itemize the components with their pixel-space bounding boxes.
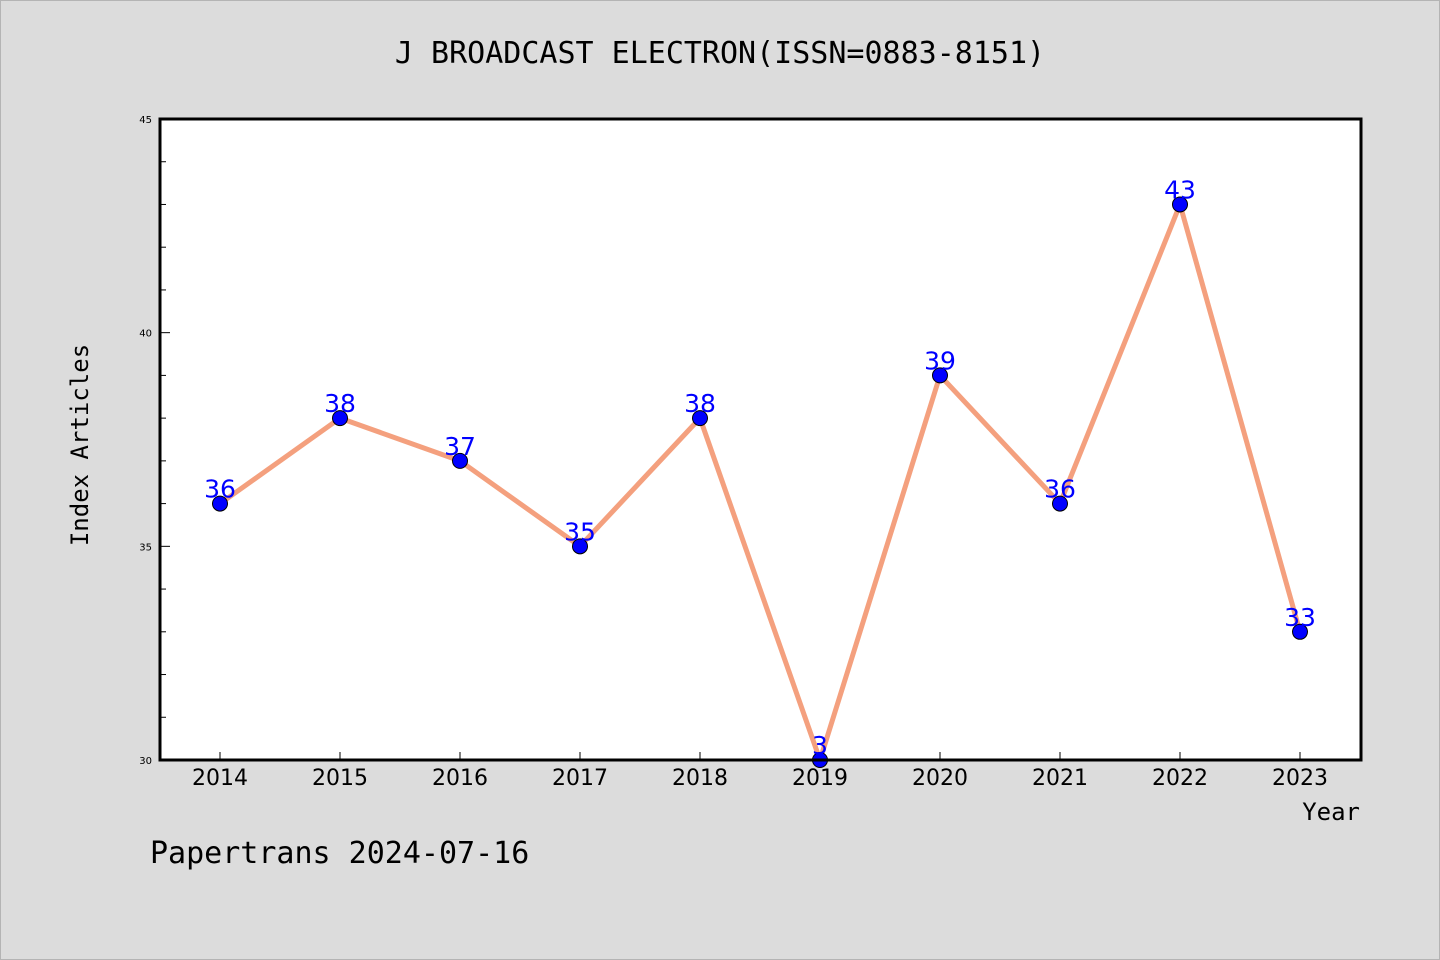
x-tick-label: 2018 <box>672 766 728 791</box>
data-label: 38 <box>684 389 716 418</box>
data-point <box>1052 495 1068 512</box>
data-point <box>452 452 468 469</box>
data-point <box>932 367 948 384</box>
data-label: 37 <box>444 432 476 461</box>
data-label: 36 <box>204 475 236 504</box>
data-point <box>212 495 228 512</box>
x-tick-label: 2021 <box>1032 766 1088 791</box>
chart-title: J BROADCAST ELECTRON(ISSN=0883-8151) <box>394 36 1046 71</box>
x-tick-label: 2016 <box>432 766 488 791</box>
data-label: 35 <box>564 517 596 546</box>
data-point <box>1172 196 1188 213</box>
x-tick-label: 2015 <box>312 766 368 791</box>
y-tick-label: 45 <box>139 115 152 126</box>
y-tick-label: 30 <box>139 756 152 767</box>
x-tick-label: 2014 <box>192 766 248 791</box>
x-axis-label: Year <box>1302 798 1360 826</box>
x-tick-label: 2020 <box>912 766 968 791</box>
data-point <box>1292 623 1308 640</box>
y-tick-label: 35 <box>139 542 152 553</box>
data-label: 43 <box>1164 175 1196 204</box>
x-tick-label: 2019 <box>792 766 848 791</box>
data-point <box>572 538 588 555</box>
data-point <box>692 410 708 427</box>
data-label: 39 <box>924 346 956 375</box>
series-line <box>217 201 1303 763</box>
y-tick-label: 40 <box>139 329 152 340</box>
x-tick-label: 2023 <box>1272 766 1328 791</box>
x-tick-label: 2017 <box>552 766 608 791</box>
data-label: 38 <box>324 389 356 418</box>
plot-area <box>160 119 1361 760</box>
data-label: 33 <box>1284 603 1316 632</box>
x-tick-label: 2022 <box>1152 766 1208 791</box>
data-point <box>332 410 348 427</box>
footer-text: Papertrans 2024-07-16 <box>150 836 530 871</box>
data-label: 3 <box>812 731 828 760</box>
plot-border <box>158 117 1363 762</box>
data-label: 36 <box>1044 475 1076 504</box>
